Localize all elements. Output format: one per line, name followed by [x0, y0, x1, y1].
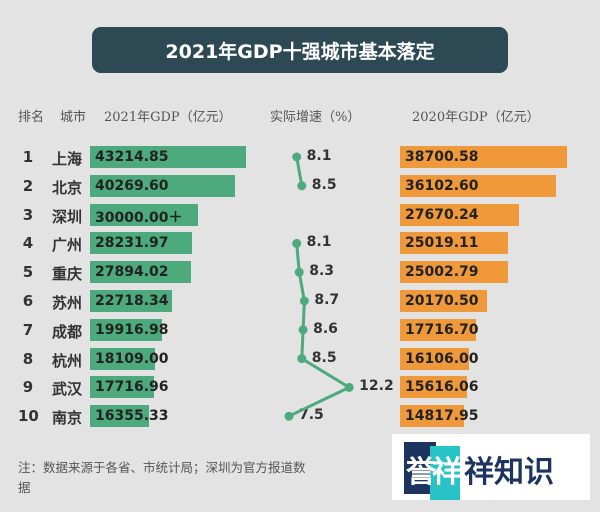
bar-2020-value: 17716.70	[405, 321, 479, 338]
bar-2020-value: 16106.00	[405, 350, 479, 367]
city-label: 北京	[52, 178, 83, 197]
city-label: 深圳	[52, 207, 83, 226]
bar-2021	[90, 318, 162, 341]
growth-value: 8.5	[311, 176, 337, 193]
rank-label: 2	[22, 176, 34, 195]
rank-label: 7	[22, 320, 34, 339]
bar-2021	[90, 405, 150, 428]
growth-value: 8.6	[313, 320, 338, 337]
logo: 誉 祥 祥知识	[392, 434, 590, 500]
bar-2021-value: 40269.60	[95, 177, 169, 194]
bar-2020	[400, 318, 477, 341]
rank-label: 10	[18, 407, 39, 426]
bar-2021-value: 28231.97	[95, 235, 169, 252]
logo-graphic: 誉 祥 祥知识	[404, 442, 554, 500]
bar-2020	[400, 203, 520, 226]
growth-line-segment	[300, 329, 305, 359]
growth-line-segment	[295, 156, 304, 187]
bar-2021	[90, 203, 199, 226]
header-city: 城市	[60, 110, 87, 125]
bar-2020	[400, 405, 464, 428]
growth-value: 8.1	[306, 234, 332, 251]
bar-2021	[90, 376, 154, 399]
growth-value: 8.1	[306, 148, 332, 164]
bar-2021	[90, 174, 236, 197]
bar-2021-value: 19916.98	[95, 321, 169, 338]
bar-2021	[90, 290, 172, 312]
bar-2021-value: 43214.85	[95, 149, 169, 165]
rank-label: 1	[22, 148, 34, 166]
rank-label: 6	[22, 292, 34, 310]
bar-2021-value: 16355.33	[95, 408, 169, 425]
growth-line-segment	[301, 300, 306, 330]
city-label: 武汉	[52, 380, 83, 399]
bar-2020	[400, 347, 470, 370]
growth-point	[299, 296, 309, 306]
growth-value: 8.3	[309, 263, 335, 280]
rank-label: 9	[22, 378, 34, 397]
bar-2020-value: 25002.79	[405, 264, 479, 281]
growth-line-segment	[297, 271, 306, 302]
svg-text:誉: 誉	[406, 455, 437, 490]
city-label: 成都	[52, 322, 83, 341]
city-label: 杭州	[52, 351, 83, 370]
bar-2020	[400, 232, 508, 255]
bar-2021-value: 17716.96	[95, 379, 169, 396]
growth-point	[294, 267, 304, 277]
header-rank: 排名	[18, 110, 45, 125]
bar-2020	[400, 261, 508, 284]
bar-2020-value: 38700.58	[405, 149, 479, 165]
bar-2020-value: 27670.24	[405, 206, 479, 223]
growth-point	[344, 382, 354, 392]
bar-2020-value: 25019.11	[405, 235, 479, 252]
growth-value: 8.5	[311, 349, 337, 366]
bar-2021-value: 22718.34	[95, 293, 169, 309]
city-label: 广州	[52, 236, 83, 255]
bar-2021	[90, 261, 191, 284]
bar-2020	[400, 376, 468, 399]
header-gdp2020: 2020年GDP（亿元）	[412, 110, 540, 125]
bar-2020	[400, 174, 556, 197]
header-growth: 实际增速（%）	[270, 110, 361, 125]
growth-point	[297, 354, 307, 364]
bar-2020-value: 36102.60	[405, 177, 479, 194]
bar-2020	[400, 290, 487, 312]
rank-label: 5	[22, 263, 34, 282]
bar-2021	[90, 232, 192, 255]
bar-2021	[90, 347, 156, 370]
svg-text:祥: 祥	[432, 455, 462, 490]
header-gdp2021: 2021年GDP（亿元）	[104, 110, 232, 125]
bar-2021-value: 18109.00	[95, 350, 169, 367]
growth-value: 12.2	[359, 378, 394, 395]
city-label: 南京	[52, 409, 83, 428]
growth-point	[297, 181, 307, 191]
growth-point	[292, 238, 302, 248]
footnote: 注：数据来源于各省、市统计局；深圳为官方报道数据	[18, 460, 306, 495]
city-label: 重庆	[52, 265, 83, 284]
city-label: 上海	[52, 150, 83, 168]
bar-2021	[90, 146, 246, 168]
chart-title: 2021年GDP十强城市基本落定	[92, 27, 508, 73]
bar-2021-value: 30000.00＋	[95, 209, 183, 226]
bar-2020-value: 15616.06	[405, 379, 479, 396]
bar-2021-value: 27894.02	[95, 264, 169, 281]
rank-label: 4	[22, 234, 34, 253]
svg-text:祥知识: 祥知识	[464, 455, 554, 490]
growth-point	[292, 152, 302, 162]
city-label: 苏州	[52, 294, 83, 312]
growth-value: 8.7	[314, 292, 340, 308]
rank-label: 8	[22, 349, 34, 368]
bar-2020-value: 14817.95	[405, 408, 479, 425]
bar-2020	[400, 146, 567, 168]
growth-point	[298, 325, 308, 335]
rank-label: 3	[22, 205, 34, 224]
growth-line-segment	[295, 243, 301, 273]
growth-value: 7.5	[299, 407, 324, 424]
growth-point	[284, 411, 294, 421]
bar-2020-value: 20170.50	[405, 293, 479, 309]
